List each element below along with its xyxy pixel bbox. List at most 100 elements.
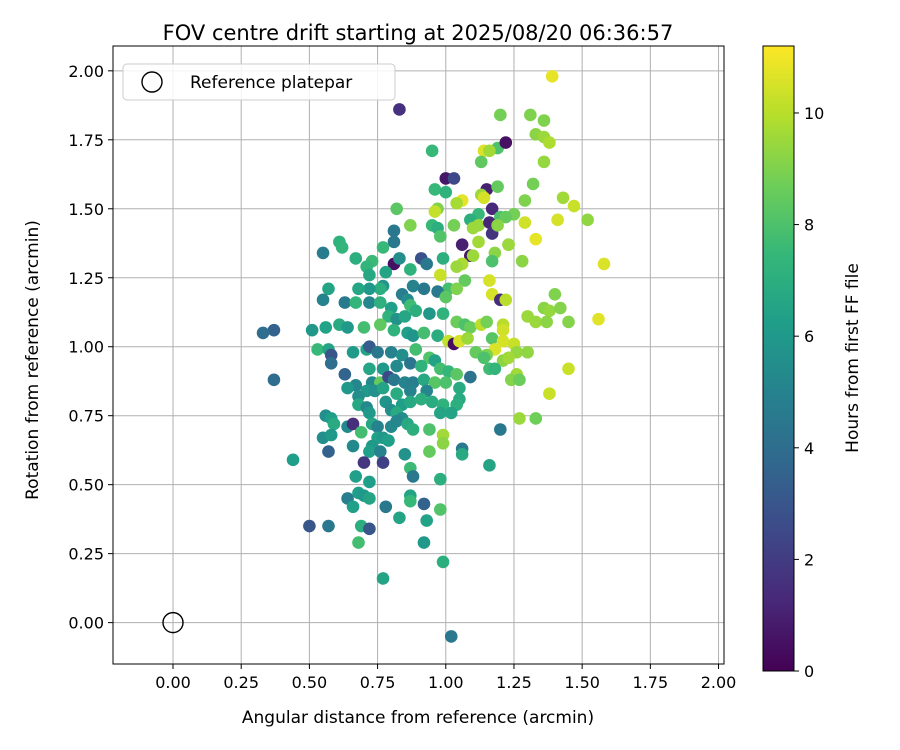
data-point <box>543 387 556 400</box>
data-point <box>341 321 354 334</box>
data-point <box>499 293 513 307</box>
legend: Reference platepar <box>122 63 396 101</box>
data-point <box>387 323 401 337</box>
data-point <box>466 249 480 262</box>
y-tick-label: 1.25 <box>68 269 104 288</box>
data-point <box>322 445 335 458</box>
data-point <box>384 345 398 359</box>
y-tick-label: 0.50 <box>68 476 104 495</box>
data-point <box>346 345 360 359</box>
x-tick-label: 0.75 <box>360 673 396 692</box>
data-point <box>529 232 543 246</box>
data-point <box>322 282 335 296</box>
data-point <box>554 301 567 315</box>
data-point <box>327 417 341 431</box>
data-point <box>597 257 611 271</box>
chart-title: FOV centre drift starting at 2025/08/20 … <box>163 21 674 45</box>
data-point <box>363 296 376 309</box>
data-point <box>363 475 376 489</box>
data-point <box>349 252 363 265</box>
data-point <box>513 412 526 425</box>
data-point <box>346 417 360 431</box>
data-point <box>485 202 499 216</box>
colorbar-tick-label: 10 <box>804 104 824 123</box>
data-point <box>491 180 504 194</box>
colorbar-tick-label: 8 <box>804 216 814 235</box>
data-point <box>434 268 447 282</box>
data-point <box>455 448 469 461</box>
data-point <box>556 191 570 205</box>
data-point <box>455 238 469 251</box>
data-point <box>393 103 406 116</box>
data-point <box>395 348 409 362</box>
data-point <box>483 459 496 472</box>
data-point <box>379 265 393 279</box>
reference-platepar-marker <box>162 611 184 634</box>
data-point <box>363 282 376 296</box>
data-point <box>477 191 491 205</box>
data-point <box>450 282 463 296</box>
data-point <box>518 216 532 229</box>
data-point <box>450 368 463 381</box>
data-point <box>305 323 319 337</box>
colorbar <box>762 45 795 672</box>
data-point <box>376 456 390 469</box>
data-point <box>409 343 423 356</box>
y-axis-ticks: 0.00 0.25 0.50 0.75 1.00 1.25 1.50 1.75 2.00 <box>68 62 113 633</box>
data-point <box>436 436 450 450</box>
y-tick-label: 0.75 <box>68 407 104 426</box>
data-point <box>379 500 393 514</box>
data-point <box>376 241 390 254</box>
data-point <box>472 219 485 232</box>
data-point <box>453 381 466 395</box>
data-point <box>363 522 376 536</box>
data-point <box>540 315 554 329</box>
y-tick-label: 0.00 <box>68 614 104 633</box>
data-point <box>387 373 401 387</box>
data-point <box>335 241 349 254</box>
data-point <box>496 323 510 337</box>
data-point <box>502 238 515 251</box>
data-point <box>346 439 360 453</box>
data-point <box>477 351 491 365</box>
data-point <box>363 492 376 505</box>
x-tick-label: 0.50 <box>292 673 328 692</box>
data-point <box>483 274 496 287</box>
data-point <box>324 428 338 442</box>
data-point <box>417 326 431 340</box>
data-point <box>390 387 403 400</box>
data-point <box>404 384 417 398</box>
data-point <box>316 246 330 260</box>
legend-label: Reference platepar <box>190 73 352 93</box>
data-point <box>352 282 365 296</box>
data-point <box>390 359 403 373</box>
data-point <box>404 494 417 508</box>
data-point <box>322 519 335 533</box>
data-point <box>515 254 529 268</box>
data-point <box>450 196 463 210</box>
data-point <box>521 345 534 359</box>
y-tick-label: 1.00 <box>68 338 104 357</box>
data-point <box>423 423 436 436</box>
colorbar-ticks: 0 2 4 6 8 10 <box>794 104 824 681</box>
data-point <box>434 472 447 486</box>
data-point <box>376 572 390 585</box>
data-point <box>374 282 387 296</box>
data-point <box>434 503 447 516</box>
data-point <box>464 370 477 384</box>
data-point <box>404 395 417 409</box>
data-point <box>431 329 444 342</box>
x-tick-label: 2.00 <box>701 673 737 692</box>
data-point <box>338 368 352 381</box>
data-point <box>398 448 412 461</box>
x-axis-ticks: 0.00 0.25 0.50 0.75 1.00 1.25 1.50 1.75 2.00 <box>155 664 736 692</box>
y-axis-label: Rotation from reference (arcmin) <box>23 220 43 500</box>
data-point <box>447 219 461 232</box>
data-point <box>551 213 564 227</box>
data-point <box>537 114 551 127</box>
data-point <box>436 307 450 320</box>
data-point <box>592 312 605 326</box>
data-point <box>382 434 395 447</box>
data-point <box>357 456 371 469</box>
